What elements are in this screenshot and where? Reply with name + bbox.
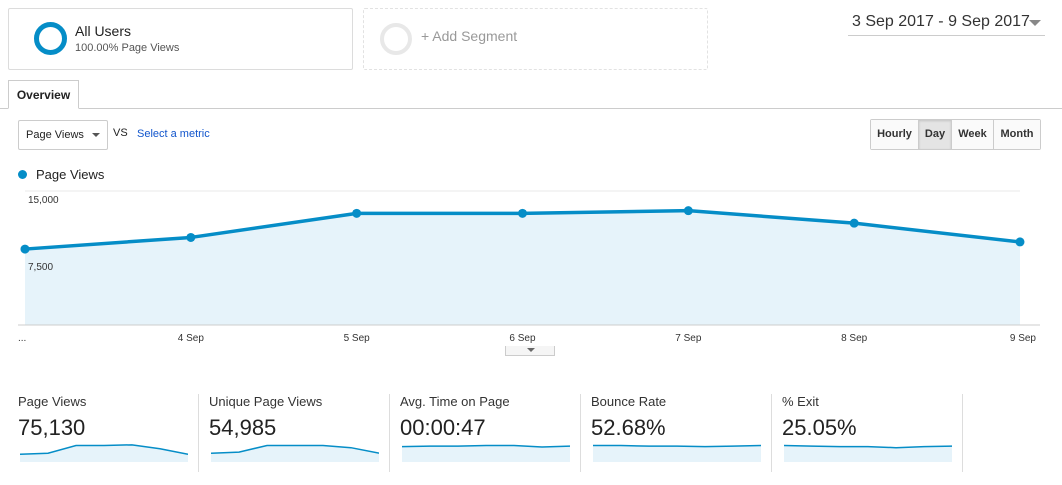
y-tick-label: 15,000 [28, 195, 59, 206]
sparkline-area [593, 445, 761, 462]
scorecard-value: 75,130 [18, 415, 86, 440]
empty-segment-ring-icon [380, 23, 412, 55]
metric-dropdown-value: Page Views [26, 129, 84, 141]
sparkline-area [784, 445, 952, 462]
add-segment-button[interactable]: + Add Segment [363, 8, 708, 70]
data-point [20, 244, 30, 254]
date-range-label: 3 Sep 2017 - 9 Sep 2017 [852, 13, 1030, 30]
scorecard-label: Unique Page Views [209, 394, 323, 409]
segment-card-all-users[interactable]: All Users 100.00% Page Views [8, 8, 353, 70]
tab-divider [0, 108, 1062, 109]
data-point [1015, 237, 1025, 247]
data-point [683, 206, 693, 216]
add-segment-label: + Add Segment [421, 28, 518, 44]
sparkline-line [784, 444, 952, 449]
segment-title: All Users [75, 23, 132, 39]
segment-ring-icon [34, 22, 67, 55]
scorecard-sparkline [211, 444, 379, 462]
series-area [25, 210, 1020, 325]
segment-subtitle: 100.00% Page Views [75, 42, 180, 54]
sparkline-line [402, 444, 570, 448]
sparkline-line [593, 444, 761, 448]
x-tick-label: 6 Sep [509, 333, 536, 344]
scorecard-sparkline [784, 444, 952, 462]
scorecard-value: 52.68% [591, 415, 666, 440]
data-point [849, 218, 859, 228]
data-point [352, 208, 362, 218]
select-metric-link[interactable]: Select a metric [137, 128, 210, 140]
scorecard-value: 54,985 [209, 415, 277, 440]
chart-collapse-toggle[interactable] [505, 346, 555, 356]
tab-overview[interactable]: Overview [8, 80, 79, 109]
x-tick-label: 4 Sep [178, 333, 205, 344]
legend-label: Page Views [36, 167, 105, 182]
x-tick-label: 5 Sep [344, 333, 371, 344]
legend-dot-icon [18, 170, 27, 179]
date-range-picker[interactable]: 3 Sep 2017 - 9 Sep 2017 [848, 11, 1045, 36]
sparkline-area [211, 445, 379, 462]
day-button[interactable]: Day [918, 120, 951, 149]
scorecard-value: 00:00:47 [400, 415, 486, 440]
scorecard-label: Avg. Time on Page [400, 394, 510, 409]
sparkline-line [20, 444, 188, 456]
sparkline-area [20, 444, 188, 462]
page-views-chart: 15,000 7,500... 4 Sep 5 Sep 6 Sep 7 Sep 8 Sep 9… [18, 190, 1040, 344]
data-point [518, 208, 527, 218]
x-tick-label: 8 Sep [841, 333, 868, 344]
x-tick-label: 9 Sep [1010, 333, 1037, 344]
scorecard-sparkline [402, 444, 570, 462]
sparkline-area [402, 445, 570, 462]
scorecard-label: % Exit [782, 394, 819, 409]
scorecard-sparkline [20, 444, 188, 462]
vs-label: VS [113, 127, 128, 139]
sparkline-line [211, 444, 379, 454]
data-point [186, 232, 196, 242]
scorecard-sparkline [593, 444, 761, 462]
scorecard-avg-time-on-page[interactable]: Avg. Time on Page 00:00:47 [400, 394, 581, 472]
y-tick-label: 7,500 [28, 262, 53, 273]
scorecard-value: 25.05% [782, 415, 857, 440]
chevron-down-icon [1029, 20, 1041, 26]
chevron-down-icon [92, 133, 100, 137]
x-tick-label: ... [18, 333, 26, 344]
scorecard-page-views[interactable]: Page Views 75,130 [18, 394, 199, 472]
chevron-down-icon [527, 348, 535, 352]
week-button[interactable]: Week [951, 120, 993, 149]
x-tick-label: 7 Sep [675, 333, 702, 344]
hourly-button[interactable]: Hourly [871, 120, 918, 149]
scorecard-unique-page-views[interactable]: Unique Page Views 54,985 [209, 394, 390, 472]
scorecard-label: Bounce Rate [591, 394, 667, 409]
granularity-toggle: Hourly Day Week Month [870, 119, 1041, 150]
scorecard-label: Page Views [18, 394, 87, 409]
month-button[interactable]: Month [993, 120, 1040, 149]
scorecard-bounce-rate[interactable]: Bounce Rate 52.68% [591, 394, 772, 472]
metric-dropdown[interactable]: Page Views [18, 120, 108, 150]
scorecard-exit-rate[interactable]: % Exit 25.05% [782, 394, 963, 472]
